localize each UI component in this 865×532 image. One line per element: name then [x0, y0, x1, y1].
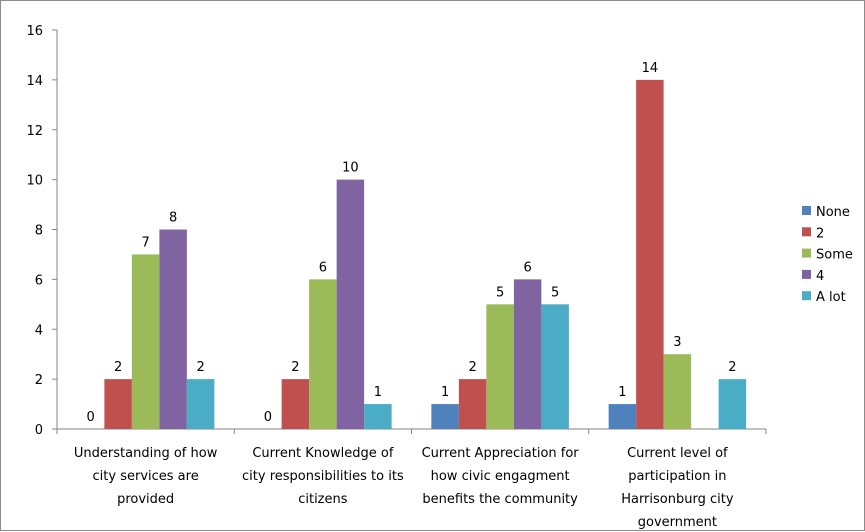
legend-swatch-4	[802, 291, 811, 301]
bar-0-3	[608, 404, 637, 429]
data-label: 8	[169, 211, 177, 226]
bar-3-0	[159, 229, 187, 429]
bar-1-2	[458, 379, 487, 429]
legend-label: A lot	[816, 290, 846, 305]
y-tick-label: 12	[26, 124, 43, 139]
y-tick-label: 16	[26, 24, 43, 39]
data-label: 2	[728, 360, 736, 375]
data-label: 10	[342, 161, 359, 176]
data-label: 2	[468, 360, 476, 375]
data-label: 2	[114, 360, 122, 375]
data-label: 5	[496, 285, 504, 300]
bar-4-2	[541, 304, 569, 429]
bar-1-3	[636, 79, 664, 429]
data-label: 3	[673, 335, 681, 350]
bar-2-2	[486, 304, 514, 429]
data-label: 2	[291, 360, 299, 375]
data-label: 2	[196, 360, 204, 375]
category-label: Current Knowledge of	[252, 446, 394, 461]
bar-0-2	[431, 404, 459, 429]
y-tick-label: 8	[35, 224, 43, 239]
y-tick-label: 4	[35, 323, 43, 338]
y-tick-label: 0	[35, 423, 43, 438]
data-label: 1	[374, 385, 382, 400]
bar-2-1	[309, 279, 337, 429]
legend-swatch-3	[802, 269, 811, 279]
bar-4-0	[186, 379, 215, 429]
bar-3-1	[336, 179, 365, 429]
y-tick-label: 14	[26, 74, 43, 89]
legend-swatch-0	[802, 206, 811, 215]
bar-4-3	[718, 379, 747, 429]
bar-2-3	[663, 354, 692, 429]
legend-swatch-1	[802, 227, 811, 237]
data-label: 1	[441, 385, 449, 400]
data-label: 5	[551, 285, 559, 300]
category-label: benefits the community	[422, 492, 578, 507]
legend-label: Some	[816, 248, 853, 263]
category-label: city responsibilities to its	[242, 469, 404, 484]
legend-swatch-2	[802, 248, 811, 258]
data-label: 14	[642, 61, 659, 76]
category-label: Current Appreciation for	[422, 446, 580, 461]
category-label: government	[638, 515, 717, 530]
data-label: 6	[523, 260, 531, 275]
data-label: 0	[86, 410, 94, 425]
bar-1-1	[281, 379, 310, 429]
category-label: citizens	[298, 492, 348, 507]
data-label: 1	[618, 385, 626, 400]
y-tick-label: 10	[26, 174, 43, 189]
data-label: 6	[319, 260, 327, 275]
bar-1-0	[104, 379, 132, 429]
category-label: how civic engagment	[431, 469, 570, 484]
y-tick-label: 2	[35, 373, 43, 388]
category-label: Understanding of how	[74, 446, 218, 461]
category-label: participation in	[628, 469, 726, 484]
category-label: city services are	[93, 469, 199, 484]
data-label: 0	[264, 410, 272, 425]
y-tick-label: 6	[35, 273, 43, 288]
bar-3-2	[513, 279, 542, 429]
category-label: Harrisonburg city	[621, 492, 734, 507]
category-label: Current level of	[627, 446, 728, 461]
bar-2-0	[131, 254, 160, 429]
bar-4-1	[364, 404, 392, 429]
legend-label: 2	[816, 226, 824, 241]
legend-label: 4	[816, 269, 824, 284]
category-label: provided	[117, 492, 174, 507]
data-label: 7	[141, 235, 149, 250]
legend-label: None	[816, 205, 850, 220]
